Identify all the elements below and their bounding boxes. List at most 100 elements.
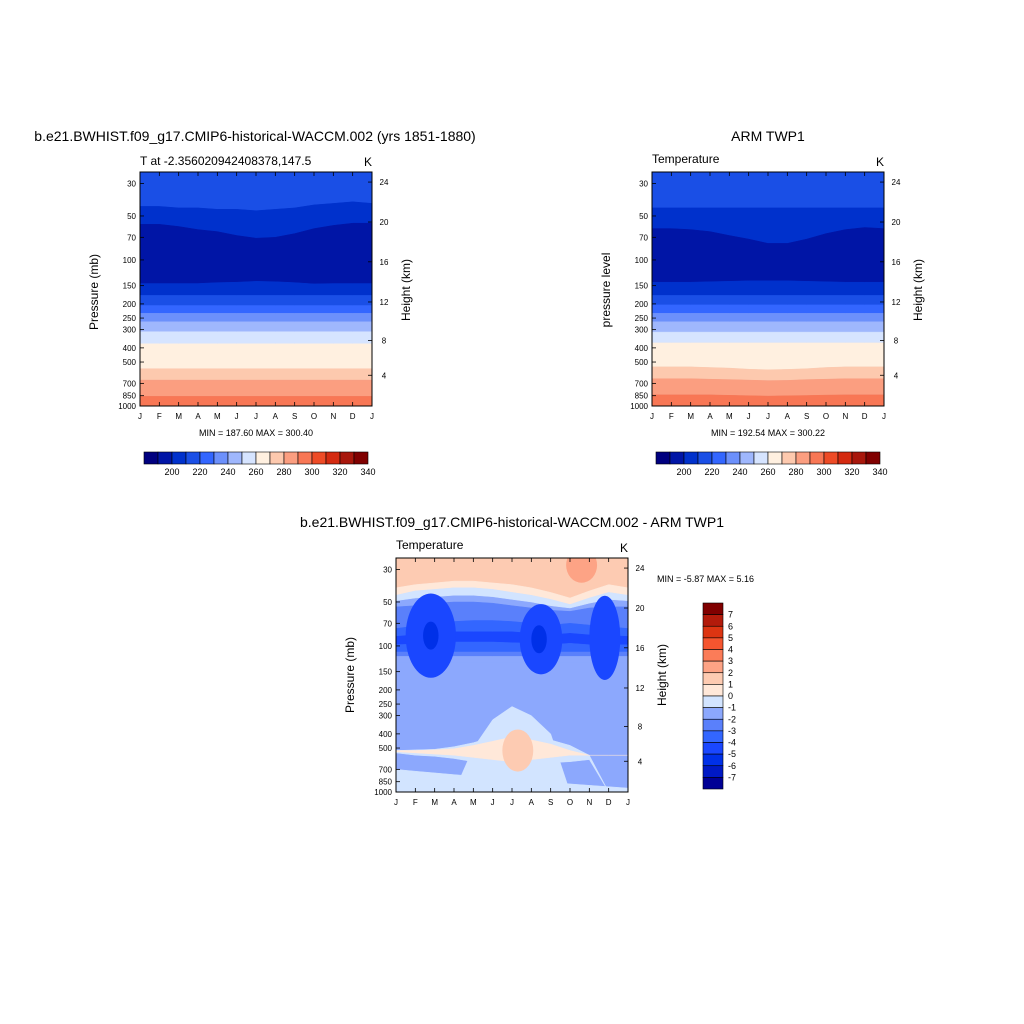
y-right-tick-label: 4 — [382, 371, 387, 380]
x-tick-label: J — [491, 798, 495, 807]
colorbar-tick-label: -1 — [728, 703, 736, 713]
y-tick-label: 850 — [635, 392, 649, 401]
colorbar-swatch — [199, 451, 215, 465]
contour-blob — [423, 621, 439, 650]
colorbar: 200 220 240 260 280 300 320 340 — [655, 451, 888, 477]
contour-field — [396, 558, 628, 792]
y-right-tick-label: 4 — [638, 757, 643, 766]
contour-field — [652, 172, 884, 406]
contour-band — [652, 172, 884, 209]
colorbar-swatch — [702, 649, 724, 662]
colorbar-swatch — [702, 707, 724, 720]
contour-band — [140, 368, 372, 381]
colorbar-swatch — [739, 451, 755, 465]
min-max-stats: MIN = -5.87 MAX = 5.16 — [657, 574, 754, 584]
y-tick-label: 1000 — [118, 402, 136, 411]
colorbar-tick-label: 280 — [276, 467, 291, 477]
y-right-tick-label: 20 — [636, 604, 645, 613]
x-tick-label: J — [650, 412, 654, 421]
colorbar-swatch — [702, 695, 724, 708]
x-tick-label: D — [862, 412, 868, 421]
colorbar-swatch — [213, 451, 229, 465]
y-tick-label: 200 — [379, 686, 393, 695]
panel-subtitle-units: K — [364, 155, 372, 169]
colorbar-tick-label: 0 — [728, 691, 733, 701]
colorbar-swatch — [702, 718, 724, 732]
y-tick-label: 300 — [123, 326, 137, 335]
contour-band — [140, 281, 372, 296]
colorbar-tick-label: 5 — [728, 633, 733, 643]
colorbar-swatch — [283, 451, 299, 465]
contour-band — [396, 769, 628, 792]
contour-band — [652, 378, 884, 397]
y-tick-label: 850 — [379, 778, 393, 787]
colorbar-swatch — [702, 602, 724, 615]
y-axis-label: pressure level — [599, 253, 613, 328]
y-right-tick-label: 8 — [638, 722, 643, 731]
colorbar-swatch — [702, 660, 724, 674]
y-tick-label: 400 — [379, 730, 393, 739]
colorbar-tick-label: -4 — [728, 738, 736, 748]
x-tick-label: J — [766, 412, 770, 421]
colorbar-swatch — [702, 730, 724, 743]
colorbar-swatch — [255, 451, 271, 465]
colorbar-tick-label: 280 — [788, 467, 803, 477]
colorbar-swatch — [702, 637, 724, 650]
x-tick-label: J — [394, 798, 398, 807]
colorbar-swatch — [711, 451, 727, 465]
panel-title: ARM TWP1 — [731, 128, 805, 144]
x-tick-label: J — [882, 412, 886, 421]
y-tick-label: 100 — [123, 256, 137, 265]
colorbar-tick-label: 260 — [248, 467, 263, 477]
y-tick-label: 50 — [127, 212, 136, 221]
y-tick-label: 700 — [379, 765, 393, 774]
colorbar-swatch — [865, 451, 881, 465]
y-axis-right-label: Height (km) — [911, 259, 925, 321]
panel-title: b.e21.BWHIST.f09_g17.CMIP6-historical-WA… — [300, 514, 724, 530]
colorbar-tick-label: 1 — [728, 679, 733, 689]
x-tick-label: O — [311, 412, 317, 421]
colorbar-tick-label: 340 — [360, 467, 375, 477]
x-tick-label: M — [214, 412, 221, 421]
contour-band — [652, 280, 884, 296]
contour-band — [140, 313, 372, 323]
colorbar-swatch — [781, 451, 797, 465]
y-tick-label: 30 — [383, 566, 392, 575]
contour-band — [396, 587, 628, 609]
y-tick-label: 500 — [379, 744, 393, 753]
x-tick-label: A — [195, 412, 201, 421]
y-right-tick-label: 12 — [380, 298, 389, 307]
y-axis-label: Pressure (mb) — [343, 637, 357, 713]
colorbar-tick-label: 2 — [728, 668, 733, 678]
y-tick-label: 100 — [379, 642, 393, 651]
x-tick-label: S — [804, 412, 809, 421]
y-right-tick-label: 16 — [636, 644, 645, 653]
colorbar: 200 220 240 260 280 300 320 340 — [143, 451, 376, 477]
y-tick-label: 250 — [123, 314, 137, 323]
x-tick-label: J — [370, 412, 374, 421]
colorbar-swatch — [697, 451, 713, 465]
x-tick-label: J — [510, 798, 514, 807]
colorbar: 76 5 43 21 0 -1-2 -3 -4-5 -6-7 — [702, 602, 736, 790]
colorbar-swatch — [669, 451, 685, 465]
contour-band — [652, 304, 884, 314]
x-tick-label: A — [707, 412, 713, 421]
x-tick-label: F — [413, 798, 418, 807]
y-tick-label: 500 — [635, 358, 649, 367]
y-tick-label: 500 — [123, 358, 137, 367]
x-tick-label: N — [586, 798, 592, 807]
y-tick-label: 400 — [123, 344, 137, 353]
colorbar-swatch — [325, 451, 341, 465]
y-tick-label: 200 — [635, 300, 649, 309]
colorbar-tick-label: 240 — [220, 467, 235, 477]
y-right-tick-label: 12 — [636, 684, 645, 693]
y-right-tick-label: 4 — [894, 371, 899, 380]
colorbar-tick-label: 200 — [164, 467, 179, 477]
y-right-tick-label: 20 — [892, 218, 901, 227]
panel-subtitle-left: T at -2.356020942408378,147.5 — [140, 154, 312, 168]
colorbar-tick-label: -6 — [728, 761, 736, 771]
y-tick-label: 400 — [635, 344, 649, 353]
colorbar-swatch — [809, 451, 825, 465]
x-tick-label: A — [529, 798, 535, 807]
contour-band — [140, 379, 372, 397]
